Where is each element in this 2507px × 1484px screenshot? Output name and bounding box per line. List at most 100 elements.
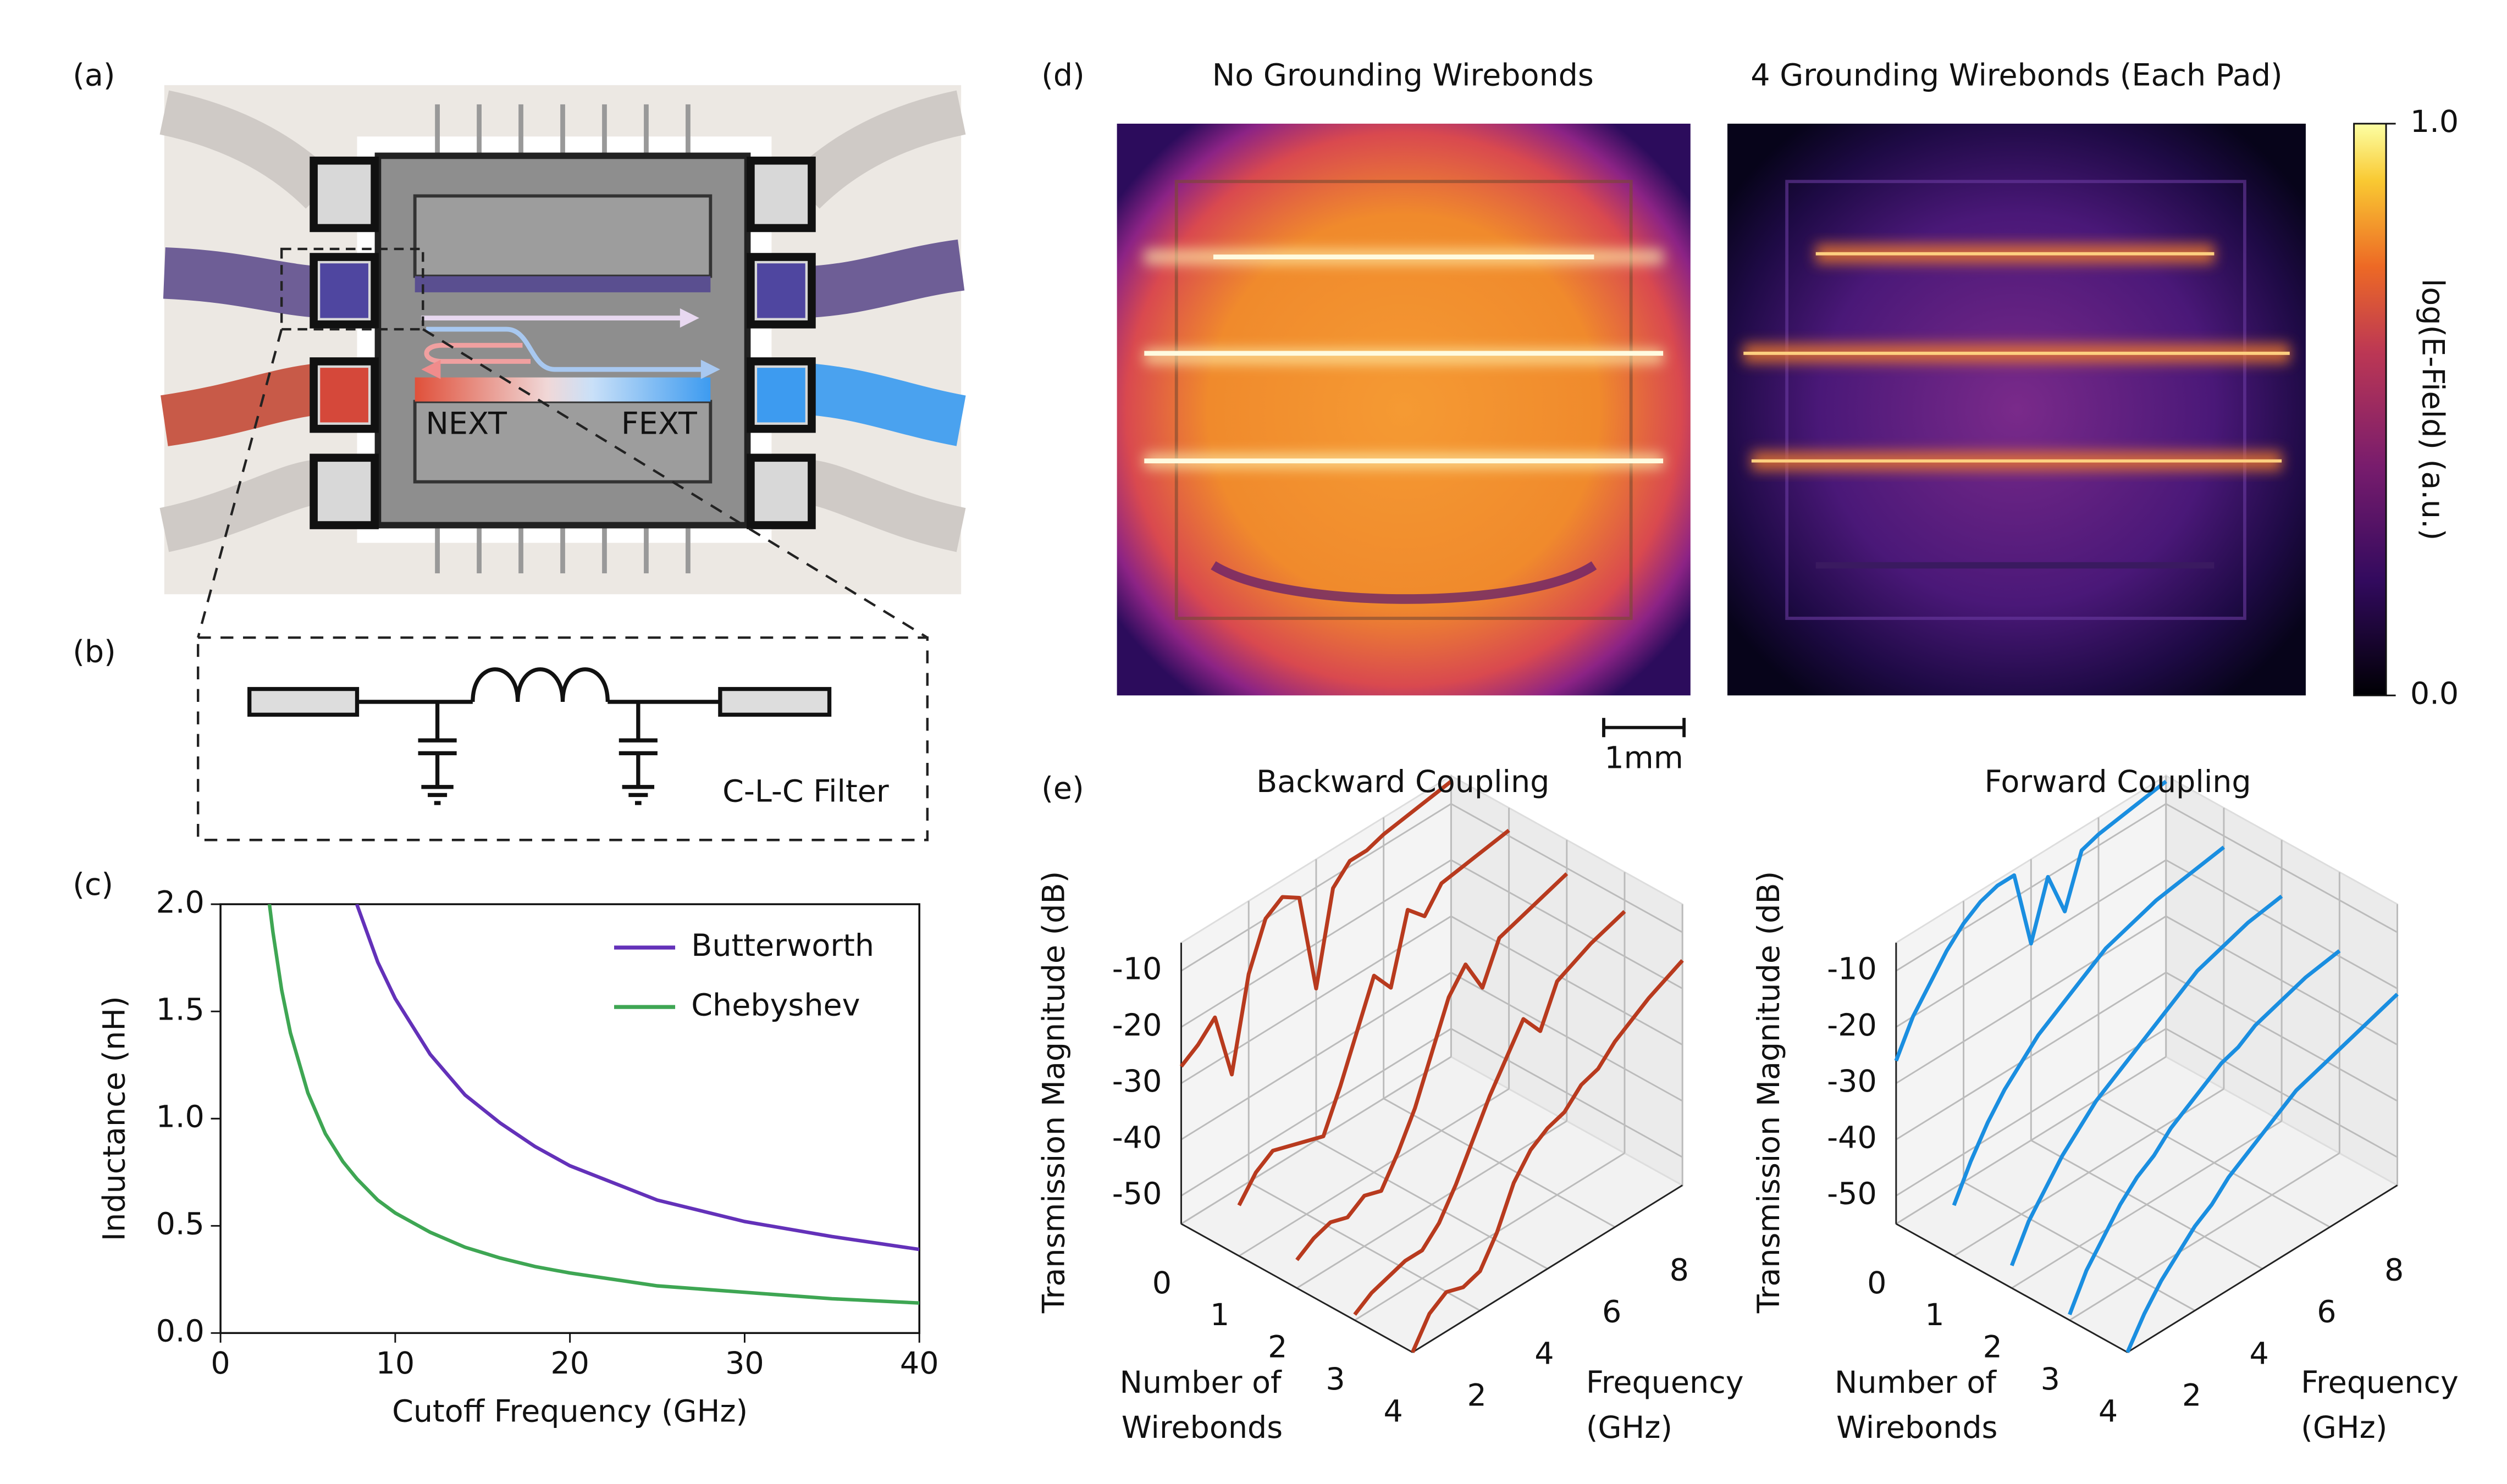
x-tick-label: 8 <box>2384 1252 2404 1288</box>
z-axis-label: Transmission Magnitude (dB) <box>1036 871 1072 1314</box>
line-series <box>1353 910 1626 1316</box>
y-tick-label: 1 <box>1925 1297 1944 1333</box>
panel-label: (d) <box>1041 57 1085 93</box>
y-tick-label: 1.0 <box>156 1099 205 1134</box>
grid-line <box>1296 1120 1567 1289</box>
grid-line <box>1180 1028 1452 1197</box>
z-tick-label: -50 <box>1112 1176 1162 1212</box>
grid-line <box>1896 915 2167 1084</box>
grid-line <box>2166 1028 2398 1158</box>
grid-line <box>1238 1088 1510 1257</box>
line-series <box>1179 779 1453 1077</box>
panel-label: (b) <box>73 634 116 669</box>
y-tick-label: 1.5 <box>156 992 205 1027</box>
grid-line <box>1180 803 1452 972</box>
grid-line <box>1450 859 1683 989</box>
x-tick-label: 10 <box>376 1345 415 1381</box>
y-tick-label: 0 <box>1867 1265 1886 1301</box>
x-axis-label: Cutoff Frequency (GHz) <box>392 1394 748 1430</box>
x-tick-label: 4 <box>1534 1336 1554 1371</box>
grid-line <box>2069 1152 2340 1321</box>
x-tick-label: 8 <box>1670 1252 1689 1288</box>
colorbar-label: log(E-Field) (a.u.) <box>2415 279 2451 541</box>
panel-label: (a) <box>73 57 115 93</box>
y-tick-label: 4 <box>1384 1394 1403 1430</box>
x-axis-label: (GHz) <box>1586 1410 1672 1446</box>
grid-line <box>1896 803 2167 972</box>
map-title: 4 Grounding Wirebonds (Each Pad) <box>1751 57 2282 93</box>
x-axis-label: Frequency <box>2301 1365 2459 1400</box>
y-tick-label: 4 <box>2099 1394 2118 1430</box>
x-tick-label: 2 <box>1467 1377 1487 1413</box>
grid-line <box>2166 972 2398 1102</box>
grid-line <box>1180 972 1452 1140</box>
map-title: No Grounding Wirebonds <box>1212 57 1594 93</box>
chip-illustration: NEXT FEXT <box>159 85 966 595</box>
legend-label: Butterworth <box>691 928 874 964</box>
y-axis-label: Wirebonds <box>1122 1410 1283 1446</box>
grid-line <box>2166 803 2398 933</box>
y-tick-label: 0.0 <box>156 1313 205 1349</box>
line-series <box>2009 894 2283 1266</box>
plot-frame <box>219 903 920 1335</box>
z-axis-label: Transmission Magnitude (dB) <box>1751 871 1787 1314</box>
x-tick-label: 6 <box>2317 1294 2336 1330</box>
grid-line <box>1180 859 1452 1028</box>
x-tick-label: 0 <box>211 1345 230 1381</box>
z-tick-label: -10 <box>1827 951 1877 987</box>
x-tick-label: 40 <box>900 1345 939 1381</box>
y-tick-label: 0.5 <box>156 1206 205 1242</box>
y-tick-label: 3 <box>1326 1361 1345 1397</box>
y-tick-label: 0 <box>1152 1265 1172 1301</box>
z-tick-label: -10 <box>1112 951 1162 987</box>
y-axis-label: Number of <box>1835 1365 1997 1400</box>
grid-line <box>2166 915 2398 1046</box>
x-axis-label: Frequency <box>1586 1365 1744 1400</box>
field-map <box>1117 124 1691 696</box>
axis-line <box>1896 1223 2128 1353</box>
panel-label: (c) <box>73 867 113 902</box>
line-series <box>2125 993 2399 1353</box>
axis-line <box>2127 1184 2398 1353</box>
chart-title: Backward Coupling <box>1256 764 1549 800</box>
filter-label: C-L-C Filter <box>722 774 889 810</box>
y-tick-label: 2 <box>1268 1330 1287 1365</box>
y-tick-label: 2 <box>1983 1330 2002 1365</box>
grid-line <box>1450 803 1683 933</box>
circuit <box>247 667 832 805</box>
axis-line <box>1180 1223 1413 1353</box>
grid-line <box>1896 972 2167 1140</box>
line-series <box>267 904 920 1305</box>
chip-label: FEXT <box>621 406 698 441</box>
line-series <box>1295 872 1569 1261</box>
line-series <box>2068 949 2341 1315</box>
y-tick-label: 3 <box>2041 1361 2060 1397</box>
y-tick-label: 2.0 <box>156 884 205 920</box>
chart-title: Forward Coupling <box>1984 764 2251 800</box>
x-tick-label: 20 <box>550 1345 589 1381</box>
y-axis-label: Number of <box>1120 1365 1283 1400</box>
colorbar <box>2353 123 2387 696</box>
scale-bar <box>1602 718 1686 738</box>
z-tick-label: -30 <box>1827 1064 1877 1099</box>
y-axis-label: Inductance (nH) <box>96 996 132 1241</box>
grid-line <box>2011 1120 2282 1289</box>
x-tick-label: 4 <box>2250 1336 2269 1371</box>
legend-label: Chebyshev <box>691 987 860 1023</box>
grid-line <box>1450 972 1683 1102</box>
y-axis-label: Wirebonds <box>1836 1410 1997 1446</box>
line-series <box>1952 845 2226 1206</box>
grid-line <box>1450 915 1683 1046</box>
z-tick-label: -20 <box>1827 1007 1877 1043</box>
grid-line <box>2166 859 2398 989</box>
z-tick-label: -20 <box>1112 1007 1162 1043</box>
x-tick-label: 2 <box>2182 1377 2201 1413</box>
z-tick-label: -30 <box>1112 1064 1162 1099</box>
zoom-lines <box>197 328 929 841</box>
line-series <box>355 904 920 1252</box>
field-map <box>1727 124 2306 696</box>
grid-line <box>1450 1028 1683 1158</box>
line-series <box>1894 779 2167 1062</box>
